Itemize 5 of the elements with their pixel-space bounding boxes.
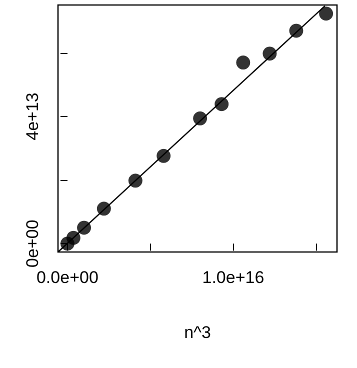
y-tick-label: 4e+13 bbox=[23, 92, 42, 140]
y-tick-label: 0e+00 bbox=[23, 220, 42, 268]
x-tick-label: 0.0e+00 bbox=[36, 268, 98, 287]
x-axis-title: n^3 bbox=[184, 323, 211, 342]
x-tick-label: 1.0e+16 bbox=[202, 268, 264, 287]
